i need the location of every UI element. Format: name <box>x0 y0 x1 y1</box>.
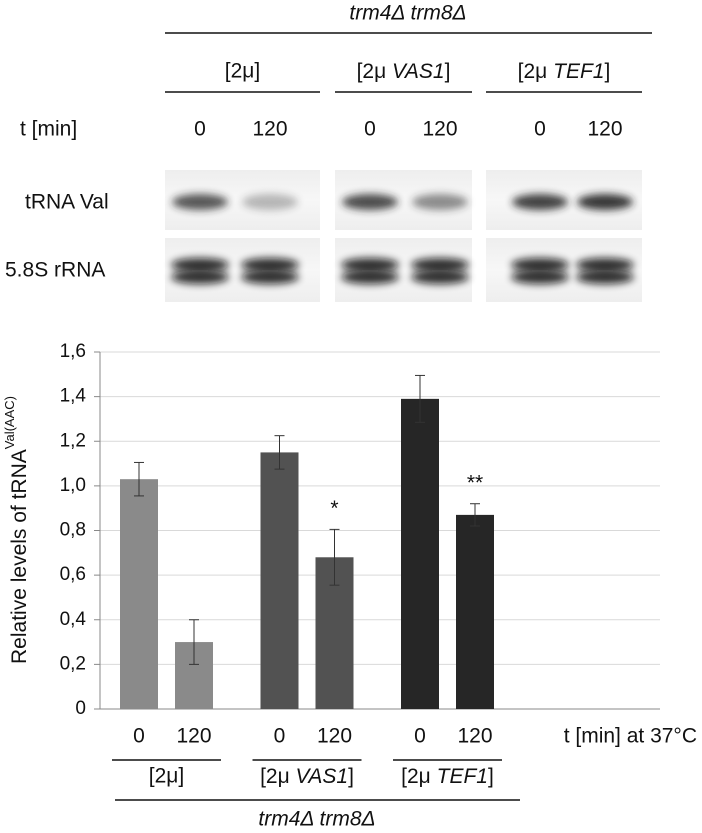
band <box>171 258 229 272</box>
error-bar <box>274 435 285 470</box>
band <box>511 258 569 272</box>
group-label: [2μ] <box>225 60 260 83</box>
time-label: t [min] <box>20 118 77 141</box>
group-label: [2μ TEF1] <box>401 765 494 788</box>
group-title: trm4Δ trm8Δ <box>258 808 375 831</box>
band <box>576 270 634 284</box>
group-label: [2μ TEF1] <box>518 60 611 83</box>
band <box>511 270 569 284</box>
bar <box>401 398 439 709</box>
band <box>577 194 633 210</box>
y-axis-label: Relative levels of tRNAVal(AAC) <box>2 396 30 664</box>
x-tick-label: 120 <box>317 725 352 748</box>
significance: * <box>330 497 338 520</box>
y-axis-label-main: Relative levels of tRNA <box>8 449 31 664</box>
y-tick-label: 1,6 <box>60 341 86 362</box>
band <box>171 270 229 284</box>
bar <box>120 479 158 709</box>
group-label: [2μ VAS1] <box>260 765 354 788</box>
band <box>512 194 568 210</box>
time-label: 120 <box>252 118 287 141</box>
x-tick-label: 0 <box>274 725 286 748</box>
time-label: 120 <box>587 118 622 141</box>
error-bar <box>470 503 480 527</box>
error-bar <box>415 374 425 423</box>
error-bar <box>189 619 199 665</box>
band <box>242 194 298 210</box>
y-tick-label: 0,8 <box>60 520 86 541</box>
y-axis-label-sup: Val(AAC) <box>2 396 17 449</box>
row-label: tRNA Val <box>25 191 109 214</box>
time-label: 0 <box>194 118 206 141</box>
y-tick-label: 1,4 <box>60 386 87 407</box>
error-bar <box>134 461 144 497</box>
x-axis-label: t [min] at 37°C <box>564 725 697 748</box>
y-tick-label: 1,2 <box>60 430 86 451</box>
band <box>172 194 228 210</box>
significance: ** <box>467 471 483 494</box>
time-label: 120 <box>422 118 457 141</box>
error-bar <box>329 528 340 586</box>
band <box>241 270 299 284</box>
bar <box>456 514 494 709</box>
time-label: 0 <box>534 118 546 141</box>
bar <box>260 452 299 709</box>
y-tick-label: 0,2 <box>60 653 86 674</box>
band <box>412 194 468 210</box>
group-label: [2μ] <box>149 765 184 788</box>
x-tick-label: 120 <box>457 725 492 748</box>
y-tick-label: 0,4 <box>60 609 87 630</box>
x-tick-label: 120 <box>176 725 211 748</box>
group-label: [2μ VAS1] <box>357 60 451 83</box>
band <box>241 258 299 272</box>
y-tick-label: 1,0 <box>60 475 86 496</box>
band <box>342 194 398 210</box>
band <box>341 258 399 272</box>
x-tick-label: 0 <box>414 725 426 748</box>
time-label: 0 <box>364 118 376 141</box>
band <box>411 270 469 284</box>
band <box>411 258 469 272</box>
y-tick-label: 0 <box>75 698 86 719</box>
row-label: 5.8S rRNA <box>5 259 105 282</box>
y-tick-label: 0,6 <box>60 564 86 585</box>
blot-title: trm4Δ trm8Δ <box>349 2 466 25</box>
band <box>576 258 634 272</box>
band <box>341 270 399 284</box>
x-tick-label: 0 <box>133 725 145 748</box>
